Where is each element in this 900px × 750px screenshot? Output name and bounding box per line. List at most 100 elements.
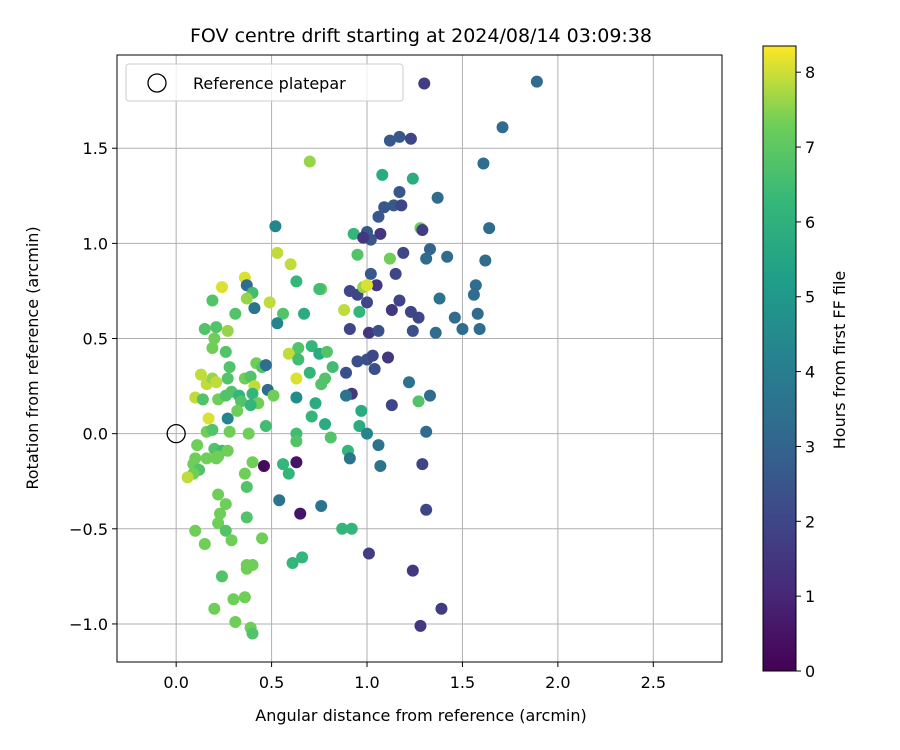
data-point (347, 227, 360, 240)
data-point (206, 423, 219, 436)
data-point (423, 243, 436, 256)
colorbar-tick-label: 5 (805, 288, 815, 307)
data-point (420, 425, 433, 438)
data-point (189, 524, 202, 537)
legend-reference-marker (147, 73, 167, 93)
data-point (223, 361, 236, 374)
data-point (362, 547, 375, 560)
data-point (340, 366, 353, 379)
data-point (231, 404, 244, 417)
data-point (259, 359, 272, 372)
data-point (403, 376, 416, 389)
data-point (246, 387, 259, 400)
data-point (320, 345, 333, 358)
data-point (194, 368, 207, 381)
data-point (420, 503, 433, 516)
data-point (248, 302, 261, 315)
data-point (244, 370, 257, 383)
data-point (240, 292, 253, 305)
data-point (206, 342, 219, 355)
data-point (393, 130, 406, 143)
data-point (336, 522, 349, 535)
data-point (303, 155, 316, 168)
colorbar-tick-label: 6 (805, 213, 815, 232)
data-point (404, 132, 417, 145)
data-point (240, 562, 253, 575)
x-tick-label: 2.0 (545, 673, 570, 692)
data-point (406, 324, 419, 337)
data-point (385, 399, 398, 412)
data-point (372, 324, 385, 337)
data-point (345, 522, 358, 535)
data-point (412, 395, 425, 408)
data-point (389, 267, 402, 280)
data-point (309, 397, 322, 410)
data-point (223, 425, 236, 438)
data-point (263, 296, 276, 309)
data-point (221, 444, 234, 457)
data-point (313, 283, 326, 296)
data-point (351, 355, 364, 368)
data-point (412, 311, 425, 324)
colorbar-tick-label: 3 (805, 437, 815, 456)
data-point (221, 324, 234, 337)
data-point (416, 224, 429, 237)
data-point (227, 593, 240, 606)
y-tick-label: 1.0 (83, 234, 108, 253)
data-point (406, 172, 419, 185)
data-point (294, 507, 307, 520)
data-point (433, 292, 446, 305)
data-point (290, 275, 303, 288)
data-point (343, 452, 356, 465)
data-point (271, 246, 284, 259)
data-point (370, 279, 383, 292)
data-point (315, 499, 328, 512)
data-point (364, 267, 377, 280)
data-point (215, 281, 228, 294)
data-point (212, 517, 225, 530)
y-tick-label: 1.5 (83, 139, 108, 158)
data-point (219, 498, 232, 511)
data-point (393, 186, 406, 199)
data-point (435, 602, 448, 615)
data-point (221, 412, 234, 425)
x-tick-label: 0.0 (163, 673, 188, 692)
data-point (406, 564, 419, 577)
data-point (496, 121, 509, 134)
data-point (259, 420, 272, 433)
y-axis-ticks: −1.0 −0.5 0.0 0.5 1.0 1.5 (69, 139, 117, 634)
data-point (290, 372, 303, 385)
data-point (385, 303, 398, 316)
colorbar-tick-label: 8 (805, 63, 815, 82)
data-point (315, 378, 328, 391)
chart-title: FOV centre drift starting at 2024/08/14 … (190, 25, 652, 47)
data-point (214, 507, 227, 520)
colorbar-tick-label: 4 (805, 363, 815, 382)
data-point (338, 303, 351, 316)
data-point (353, 420, 366, 433)
data-point (366, 349, 379, 362)
data-point (257, 460, 270, 473)
data-point (240, 511, 253, 524)
y-tick-label: −1.0 (69, 615, 108, 634)
data-point (353, 305, 366, 318)
data-point (286, 557, 299, 570)
data-point (357, 231, 370, 244)
data-point (378, 201, 391, 214)
data-point (361, 427, 374, 440)
data-point (242, 427, 255, 440)
data-point (244, 399, 257, 412)
colorbar-tick-label: 7 (805, 138, 815, 157)
data-point (382, 351, 395, 364)
data-point (298, 307, 311, 320)
data-points (181, 75, 543, 640)
data-point (267, 389, 280, 402)
data-point (229, 616, 242, 629)
data-point (290, 435, 303, 448)
colorbar-label: Hours from first FF file (830, 271, 849, 450)
data-point (256, 532, 269, 545)
data-point (467, 288, 480, 301)
data-point (273, 494, 286, 507)
data-point (303, 366, 316, 379)
data-point (372, 439, 385, 452)
